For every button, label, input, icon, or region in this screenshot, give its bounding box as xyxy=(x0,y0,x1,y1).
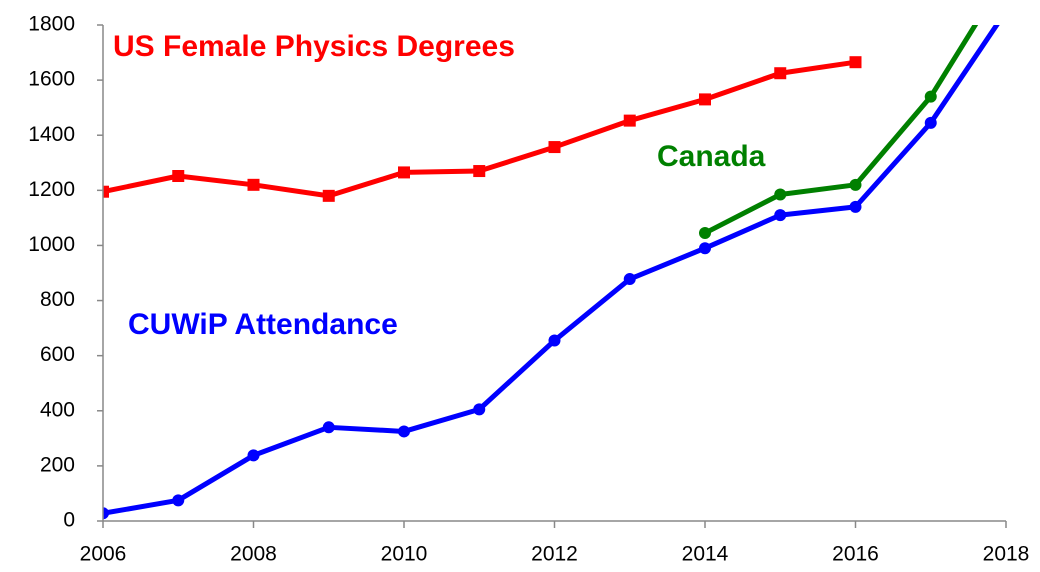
marker xyxy=(1000,5,1012,17)
marker xyxy=(103,185,109,198)
x-tick-label: 2016 xyxy=(832,543,879,566)
y-tick-label: 1000 xyxy=(28,233,75,256)
marker xyxy=(473,165,486,178)
x-tick-label: 2014 xyxy=(682,543,729,566)
series-label: CUWiP Attendance xyxy=(128,308,398,341)
x-tick-label: 2008 xyxy=(230,543,277,566)
x-tick-label: 2010 xyxy=(381,543,428,566)
marker xyxy=(172,494,185,507)
marker xyxy=(623,114,636,127)
x-tick-label: 2012 xyxy=(531,543,578,566)
series-label: Canada xyxy=(657,140,766,173)
marker xyxy=(699,242,711,255)
marker xyxy=(774,188,787,201)
marker xyxy=(774,209,787,222)
marker xyxy=(924,90,937,103)
marker xyxy=(774,67,787,80)
y-tick-label: 400 xyxy=(40,398,75,421)
y-tick-label: 1400 xyxy=(28,123,75,146)
marker xyxy=(322,189,335,202)
x-tick-label: 2018 xyxy=(983,543,1030,566)
marker xyxy=(398,166,410,179)
marker xyxy=(247,178,260,191)
marker xyxy=(103,507,109,520)
marker xyxy=(849,56,862,69)
y-tick-label: 0 xyxy=(63,509,75,532)
marker xyxy=(398,425,410,438)
marker xyxy=(548,334,561,347)
marker xyxy=(247,449,260,462)
marker xyxy=(849,200,862,213)
y-tick-label: 1600 xyxy=(28,68,75,91)
marker xyxy=(699,227,711,240)
series-label: US Female Physics Degrees xyxy=(113,30,515,63)
marker xyxy=(924,116,937,129)
series-line xyxy=(703,25,979,236)
marker xyxy=(699,93,711,106)
marker xyxy=(849,178,862,191)
y-tick-label: 1800 xyxy=(28,13,75,36)
x-tick-label: 2006 xyxy=(80,543,127,566)
marker xyxy=(623,273,636,286)
marker xyxy=(322,421,335,434)
series-line xyxy=(103,25,1000,516)
marker xyxy=(473,403,486,416)
plot-area xyxy=(103,5,1012,520)
y-tick-label: 600 xyxy=(40,343,75,366)
y-tick-label: 1200 xyxy=(28,178,75,201)
marker xyxy=(172,170,185,183)
y-tick-label: 200 xyxy=(40,453,75,476)
y-tick-label: 800 xyxy=(40,288,75,311)
marker xyxy=(548,141,561,154)
